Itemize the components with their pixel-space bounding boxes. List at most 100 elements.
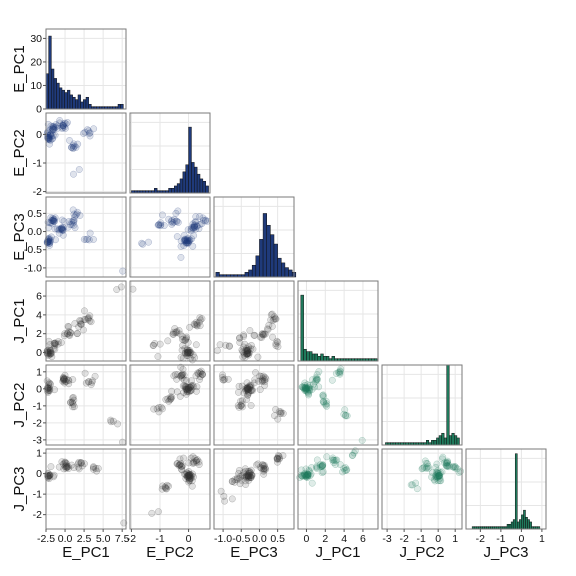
scatter-point (64, 330, 72, 338)
scatter-point (183, 333, 191, 341)
scatter-point (64, 376, 72, 384)
scatter-point (195, 225, 203, 233)
scatter-point (64, 463, 72, 471)
scatter-point (187, 474, 195, 482)
scatter-point (187, 383, 195, 390)
scatter-point (69, 400, 77, 408)
scatter-point (258, 464, 265, 472)
scatter-point (177, 363, 185, 371)
scatter-point (154, 221, 162, 229)
scatter-point (343, 466, 351, 474)
scatter-point (434, 472, 442, 480)
scatter-point (245, 472, 253, 480)
scatter-point (52, 236, 59, 244)
scatter-point (196, 376, 204, 384)
scatter-point (50, 217, 58, 225)
scatter-point (198, 315, 206, 323)
scatter-point (46, 347, 54, 354)
scatter-point (44, 469, 52, 477)
scatter-point (451, 463, 459, 471)
scatter-point (442, 459, 450, 467)
scatter-point (348, 452, 356, 459)
scatter-point (187, 227, 195, 235)
scatter-point (172, 329, 180, 337)
panel-background (382, 449, 462, 529)
scatter-point (52, 121, 60, 128)
scatter-point (196, 314, 204, 322)
scatter-point (189, 470, 197, 478)
scatter-point (272, 405, 280, 413)
scatter-point (194, 370, 202, 378)
scatter-point (299, 383, 307, 391)
scatter-point (113, 286, 121, 294)
scatter-point (167, 395, 175, 403)
histogram-bar (75, 99, 79, 110)
scatter-point (47, 233, 55, 241)
scatter-point (308, 464, 315, 472)
scatter-point (180, 237, 188, 245)
y-tick-label: 6 (36, 291, 42, 303)
scatter-point (183, 469, 191, 477)
scatter-point (46, 131, 54, 139)
scatter-point (91, 372, 99, 380)
scatter-point (54, 340, 62, 348)
scatter-point (186, 354, 194, 362)
scatter-point (182, 382, 190, 390)
x-tick-label: -1.0 (214, 533, 232, 545)
scatter-point (318, 462, 326, 470)
scatter-point (80, 307, 88, 315)
scatter-point (65, 465, 73, 472)
scatter-point (183, 239, 191, 247)
scatter-point (158, 211, 166, 219)
scatter-point (59, 120, 67, 128)
scatter-point (245, 388, 253, 396)
scatter-point (59, 226, 67, 234)
scatter-point (303, 384, 311, 392)
scatter-point (46, 126, 54, 134)
scatter-point (67, 399, 74, 407)
scatter-point (253, 461, 261, 469)
histogram-bar (270, 234, 275, 278)
panel-E_PC2-vs-E_PC1 (43, 112, 127, 194)
scatter-point (161, 484, 169, 492)
scatter-point (184, 349, 192, 357)
histogram-bar (191, 162, 195, 194)
y-axis-title: J_PC1 (11, 298, 28, 343)
scatter-point (71, 320, 79, 327)
scatter-point (323, 400, 331, 408)
scatter-point (305, 468, 313, 476)
scatter-point (323, 453, 331, 461)
scatter-point (162, 485, 170, 492)
scatter-point (435, 471, 443, 479)
panel-E_PC2-vs-E_PC2 (129, 112, 211, 194)
scatter-point (49, 125, 57, 133)
scatter-point (302, 387, 310, 395)
scatter-point (185, 239, 192, 247)
y-tick-label: 4 (36, 309, 42, 321)
scatter-point (272, 315, 280, 323)
scatter-point (182, 237, 190, 244)
scatter-point (305, 466, 313, 474)
panel-border (129, 112, 211, 194)
histogram-bar (168, 188, 172, 194)
scatter-point (243, 350, 251, 358)
scatter-point (238, 397, 246, 405)
scatter-point (335, 368, 342, 376)
scatter-point (44, 472, 52, 480)
scatter-point (445, 463, 453, 471)
x-tick-label: 7.5 (115, 533, 130, 545)
x-axis-title: E_PC2 (146, 544, 194, 561)
scatter-point (408, 481, 416, 489)
scatter-point (46, 345, 54, 353)
scatter-point (420, 463, 428, 471)
scatter-point (320, 399, 328, 407)
scatter-point (193, 322, 201, 330)
histogram-bar (288, 269, 293, 278)
scatter-point (46, 136, 54, 144)
scatter-point (240, 333, 248, 340)
scatter-point (174, 207, 182, 215)
scatter-point (303, 384, 311, 392)
scatter-point (241, 340, 249, 348)
scatter-point (183, 352, 191, 360)
scatter-point (453, 465, 461, 473)
